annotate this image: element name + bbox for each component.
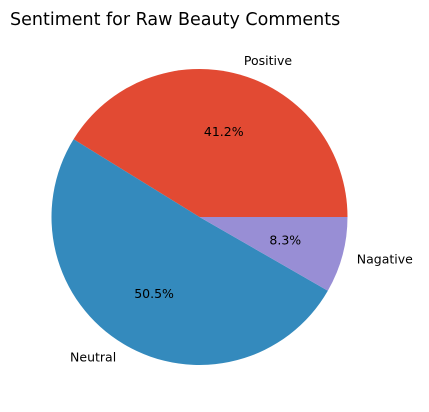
pie-slice-neutral [51, 139, 328, 366]
pie-slices [51, 68, 348, 366]
slice-label-positive: Positive [244, 53, 292, 68]
pct-label-neutral: 50.5% [134, 286, 174, 301]
pct-label-positive: 41.2% [204, 124, 244, 139]
pct-label-nagative: 8.3% [269, 232, 301, 247]
chart-title: Sentiment for Raw Beauty Comments [10, 10, 340, 30]
pie-slice-nagative [199, 217, 348, 291]
pie-labels: 41.2% Positive 50.5% Neutral 8.3% Nagative [70, 53, 413, 364]
slice-label-nagative: Nagative [357, 251, 413, 266]
pie-slice-positive [73, 68, 348, 217]
slice-label-neutral: Neutral [70, 349, 116, 364]
